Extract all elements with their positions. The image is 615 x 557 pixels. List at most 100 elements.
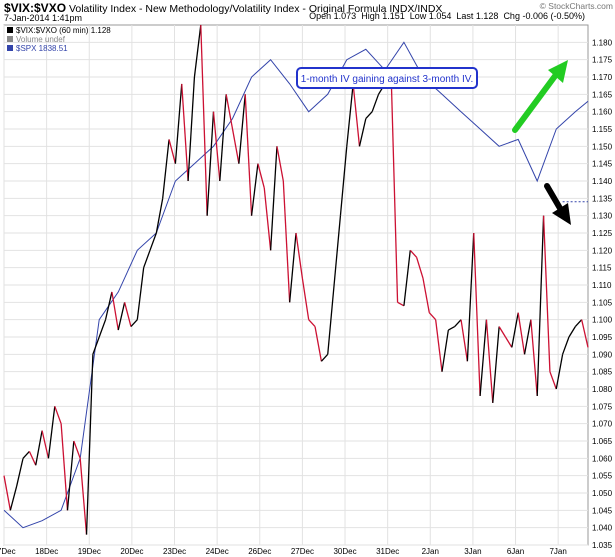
y-tick-label: 1.145 — [592, 160, 613, 169]
vix-vxo-segment — [47, 406, 56, 459]
vix-vxo-segment — [98, 319, 107, 338]
vix-vxo-segment — [187, 76, 196, 182]
chart-title: $VIX:$VXO Volatility Index - New Methodo… — [4, 1, 442, 15]
x-tick-label: 26Dec — [248, 547, 271, 556]
vix-vxo-segment — [542, 215, 551, 372]
vix-vxo-segment — [561, 336, 570, 355]
vix-vxo-segment — [3, 475, 11, 511]
vix-vxo-segment — [54, 406, 62, 424]
vix-vxo-segment — [73, 440, 81, 459]
y-tick-label: 1.110 — [592, 281, 612, 290]
vix-vxo-segment — [403, 250, 411, 306]
vix-vxo-segment — [28, 451, 37, 466]
vix-vxo-segment — [111, 291, 119, 331]
x-tick-label: 23Dec — [163, 547, 186, 556]
vix-vxo-segment — [41, 430, 50, 459]
x-tick-label: 18Dec — [35, 547, 58, 556]
y-tick-label: 1.095 — [592, 333, 613, 342]
vix-vxo-segment — [327, 284, 335, 355]
vix-vxo-segment — [346, 83, 354, 147]
vix-vxo-segment — [174, 83, 183, 164]
y-tick-label: 1.040 — [592, 524, 613, 533]
vix-vxo-segment — [441, 329, 449, 372]
vix-vxo-segment — [422, 277, 430, 313]
y-tick-label: 1.055 — [592, 472, 613, 481]
y-tick-label: 1.115 — [592, 264, 612, 273]
vix-vxo-segment — [365, 111, 373, 120]
y-tick-label: 1.165 — [592, 90, 613, 99]
vix-vxo-segment — [517, 312, 526, 355]
y-tick-label: 1.035 — [592, 541, 613, 550]
x-tick-label: 7Jan — [549, 547, 566, 556]
vix-vxo-segment — [530, 319, 538, 396]
x-tick-label: 17Dec — [0, 547, 16, 556]
vix-vxo-segment — [257, 163, 265, 189]
vix-vxo-segment — [371, 94, 380, 112]
vix-vxo-segment — [295, 232, 303, 279]
vix-vxo-segment — [155, 198, 164, 234]
vix-vxo-segment — [66, 440, 75, 511]
vix-vxo-segment — [206, 111, 215, 216]
vix-vxo-segment — [523, 319, 532, 355]
vix-vxo-segment — [289, 232, 297, 303]
vix-vxo-segment — [263, 187, 272, 251]
x-tick-label: 19Dec — [78, 547, 101, 556]
stockcharts-brand: © StockCharts.com — [539, 1, 613, 11]
y-tick-label: 1.100 — [592, 316, 613, 325]
x-tick-label: 27Dec — [291, 547, 314, 556]
vix-vxo-segment — [435, 319, 443, 372]
vix-vxo-segment — [16, 458, 24, 487]
vix-vxo-segment — [333, 215, 342, 286]
vix-vxo-segment — [85, 354, 94, 535]
vix-vxo-segment — [504, 336, 513, 348]
black-arrow-shaft — [544, 183, 564, 213]
vix-vxo-segment — [219, 94, 227, 182]
vix-vxo-segment — [79, 458, 88, 535]
y-tick-label: 1.150 — [592, 142, 613, 151]
vix-vxo-segment — [314, 326, 323, 362]
vix-vxo-segment — [60, 423, 69, 511]
symbol-label: $VIX:$VXO — [4, 1, 67, 15]
vix-vxo-segment — [35, 430, 43, 466]
vix-vxo-segment — [352, 83, 361, 147]
price-stats: Open 1.073 High 1.151 Low 1.054 Last 1.1… — [309, 11, 585, 21]
vix-vxo-segment — [269, 146, 278, 251]
vix-vxo-segment — [231, 128, 240, 164]
legend-entry: $VIX:$VXO (60 min) 1.128 — [16, 26, 111, 35]
vix-vxo-segment — [276, 146, 284, 182]
annotation-text: 1-month IV gaining against 3-month IV. — [301, 74, 474, 85]
y-tick-label: 1.045 — [592, 506, 613, 515]
vix-vxo-segment — [301, 277, 310, 320]
vix-vxo-segment — [511, 312, 519, 348]
green-arrow-head — [548, 60, 568, 83]
vix-vxo-segment — [581, 319, 589, 348]
vix-vxo-segment — [136, 267, 145, 320]
vix-vxo-segment — [390, 76, 399, 303]
vix-vxo-segment — [123, 302, 132, 327]
x-tick-label: 31Dec — [376, 547, 399, 556]
y-tick-label: 1.140 — [592, 177, 613, 186]
vix-vxo-segment — [117, 302, 126, 331]
y-tick-label: 1.125 — [592, 229, 613, 238]
vix-vxo-segment — [149, 232, 157, 251]
vix-vxo-segment — [250, 163, 259, 216]
y-tick-label: 1.080 — [592, 385, 613, 394]
y-tick-label: 1.075 — [592, 402, 613, 411]
vix-vxo-segment — [485, 319, 494, 403]
black-arrow-head — [552, 203, 571, 225]
vix-vxo-segment — [448, 326, 456, 331]
x-tick-label: 2Jan — [422, 547, 439, 556]
vix-vxo-segment — [320, 353, 329, 362]
x-tick-label: 20Dec — [120, 547, 143, 556]
vix-vxo-segment — [549, 371, 557, 390]
symbol-description: Volatility Index - New Methodology/Volat… — [68, 3, 443, 15]
vix-vxo-segment — [244, 94, 253, 216]
vix-vxo-segment — [574, 319, 583, 328]
y-tick-label: 1.120 — [592, 246, 613, 255]
green-arrow-shaft — [512, 69, 561, 133]
y-tick-label: 1.065 — [592, 437, 613, 446]
vix-vxo-segment — [22, 450, 30, 459]
x-tick-label: 6Jan — [507, 547, 524, 556]
legend-swatch — [7, 45, 13, 51]
x-tick-label: 30Dec — [333, 547, 356, 556]
